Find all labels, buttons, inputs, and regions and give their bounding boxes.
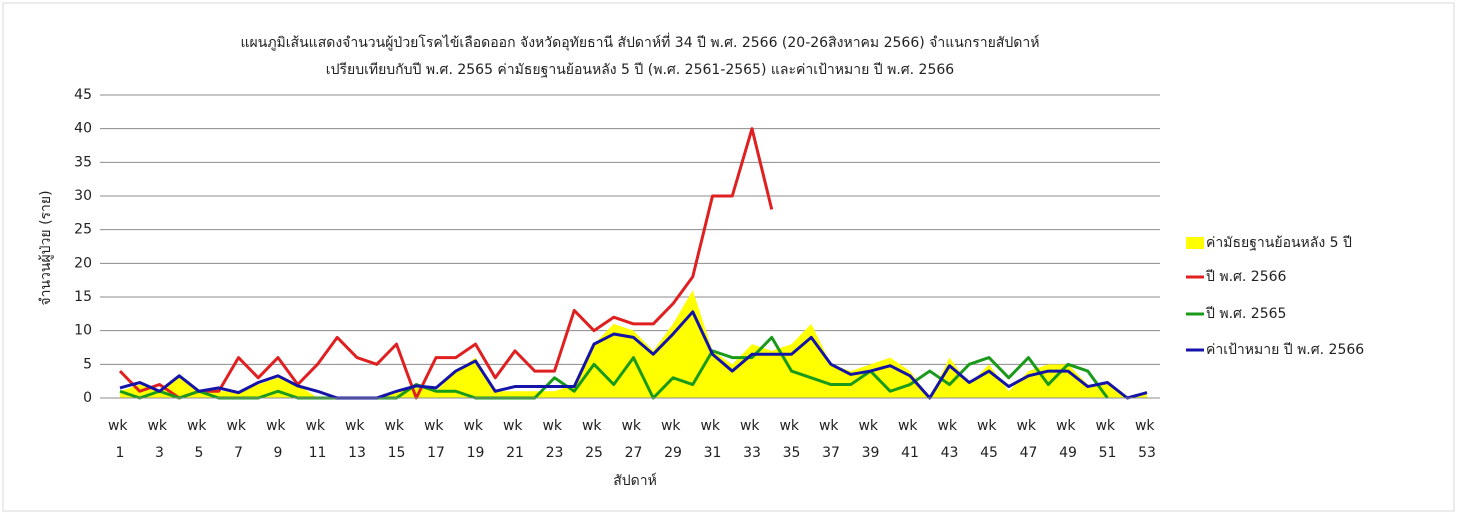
y-tick-label: 30 — [74, 188, 92, 204]
x-tick-label: wk 3 — [147, 418, 171, 461]
y-tick-label: 15 — [74, 289, 92, 305]
x-tick-label: wk 51 — [1095, 418, 1119, 461]
chart-title: แผนภูมิเส้นแสดงจำนวนผู้ป่วยโรคไข้เลือดออ… — [241, 33, 1040, 51]
x-tick-label: wk 21 — [503, 418, 527, 461]
x-tick-label: wk 41 — [898, 418, 922, 461]
x-tick-label: wk 39 — [858, 418, 882, 461]
area — [120, 290, 1147, 398]
y-tick-label: 0 — [83, 390, 92, 406]
legend-swatch — [1186, 237, 1204, 249]
x-tick-label: wk 9 — [266, 418, 290, 461]
y-tick-label: 25 — [74, 222, 92, 238]
x-axis-label: สัปดาห์ — [613, 472, 657, 489]
x-tick-label: wk 15 — [384, 418, 408, 461]
x-tick-label: wk 27 — [621, 418, 645, 461]
x-tick-label: wk 31 — [700, 418, 724, 461]
x-tick-label: wk 11 — [305, 418, 329, 461]
line — [119, 310, 1148, 400]
legend-label: ปี พ.ศ. 2565 — [1206, 306, 1287, 322]
x-tick-label: wk 47 — [1016, 418, 1040, 461]
y-axis-label: จำนวนผู้ป่วย (ราย) — [38, 190, 54, 305]
line — [119, 335, 1109, 400]
x-tick-label: wk 53 — [1135, 418, 1159, 461]
x-tick-label: wk 17 — [424, 418, 448, 461]
x-tick-label: wk 25 — [582, 418, 606, 461]
x-tick-label: wk 23 — [542, 418, 566, 461]
chart-subtitle: เปรียบเทียบกับปี พ.ศ. 2565 ค่ามัธยฐานย้อ… — [326, 62, 954, 78]
legend-label: ปี พ.ศ. 2566 — [1206, 269, 1287, 285]
line — [118, 127, 774, 400]
legend-label: ค่าเป้าหมาย ปี พ.ศ. 2566 — [1206, 342, 1364, 358]
x-tick-label: wk 1 — [108, 418, 132, 461]
y-tick-label: 40 — [74, 121, 92, 137]
x-tick-label: wk 43 — [937, 418, 961, 461]
x-tick-label: wk 13 — [345, 418, 369, 461]
legend-label: ค่ามัธยฐานย้อนหลัง 5 ปี — [1206, 235, 1352, 251]
y-tick-label: 45 — [74, 87, 92, 103]
x-tick-label: wk 49 — [1056, 418, 1080, 461]
x-tick-label: wk 35 — [779, 418, 803, 461]
x-tick-label: wk 5 — [187, 418, 211, 461]
x-tick-label: wk 33 — [740, 418, 764, 461]
x-tick-label: wk 19 — [463, 418, 487, 461]
y-tick-label: 35 — [74, 154, 92, 170]
y-tick-label: 10 — [74, 323, 92, 339]
y-tick-label: 20 — [74, 255, 92, 271]
x-tick-label: wk 45 — [977, 418, 1001, 461]
x-tick-label: wk 29 — [661, 418, 685, 461]
x-tick-label: wk 37 — [819, 418, 843, 461]
x-tick-label: wk 7 — [226, 418, 250, 461]
y-tick-label: 5 — [83, 356, 92, 372]
